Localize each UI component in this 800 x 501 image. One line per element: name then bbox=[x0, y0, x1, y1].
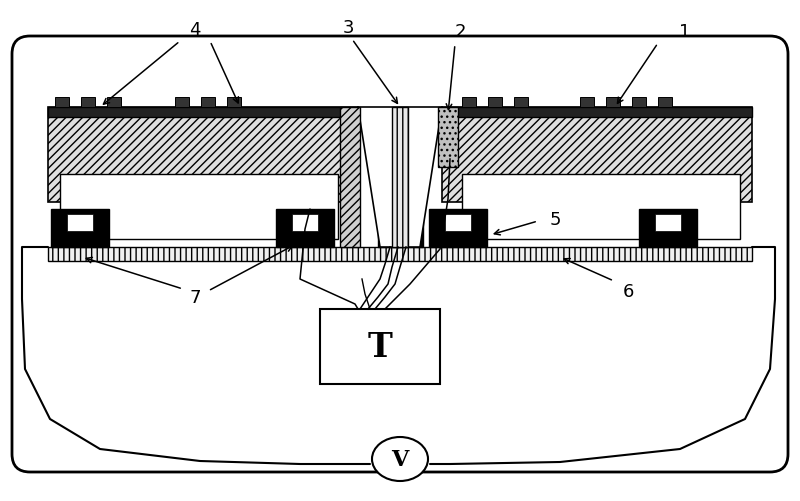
Bar bbox=[48, 247, 752, 262]
Bar bbox=[107, 98, 121, 108]
Bar bbox=[462, 175, 740, 239]
Bar bbox=[514, 98, 528, 108]
Bar bbox=[227, 98, 241, 108]
Text: V: V bbox=[391, 448, 409, 470]
Ellipse shape bbox=[372, 437, 428, 481]
Text: T: T bbox=[367, 330, 393, 363]
Bar bbox=[175, 98, 189, 108]
Bar bbox=[442, 108, 752, 118]
Text: 6: 6 bbox=[622, 283, 634, 301]
Bar bbox=[48, 108, 358, 202]
Text: 1: 1 bbox=[679, 23, 690, 41]
Bar bbox=[438, 108, 458, 168]
Polygon shape bbox=[358, 108, 442, 247]
Bar bbox=[462, 98, 476, 108]
Text: 7: 7 bbox=[190, 289, 201, 307]
Bar bbox=[292, 214, 318, 231]
Bar bbox=[429, 209, 487, 247]
Text: 4: 4 bbox=[190, 21, 201, 39]
Bar bbox=[48, 108, 358, 118]
Text: 5: 5 bbox=[550, 210, 561, 228]
Bar bbox=[445, 214, 471, 231]
Bar bbox=[488, 98, 502, 108]
Bar bbox=[201, 98, 215, 108]
Bar bbox=[320, 310, 440, 384]
Bar bbox=[276, 209, 334, 247]
Bar bbox=[606, 98, 620, 108]
Bar bbox=[632, 98, 646, 108]
Bar bbox=[340, 108, 360, 247]
Bar bbox=[658, 98, 672, 108]
Bar bbox=[639, 209, 697, 247]
Bar bbox=[55, 98, 69, 108]
Bar bbox=[655, 214, 681, 231]
Bar bbox=[81, 98, 95, 108]
Text: 2: 2 bbox=[454, 23, 466, 41]
Bar bbox=[51, 209, 109, 247]
Bar bbox=[67, 214, 93, 231]
Bar bbox=[580, 98, 594, 108]
Bar bbox=[442, 108, 752, 202]
Bar bbox=[60, 175, 338, 239]
Bar bbox=[392, 108, 408, 247]
Text: 3: 3 bbox=[342, 19, 354, 37]
FancyBboxPatch shape bbox=[12, 37, 788, 472]
Bar bbox=[378, 219, 423, 247]
